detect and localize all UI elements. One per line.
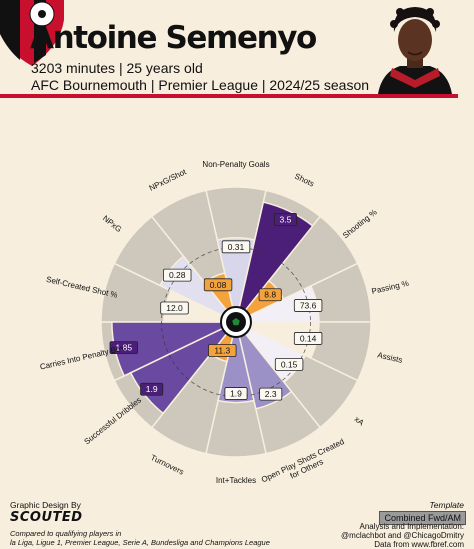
category-turnovers: Turnovers [149, 453, 185, 477]
value-label-assists: 0.14 [300, 333, 317, 343]
club-crest-icon [0, 0, 64, 66]
value-box-passing [293, 299, 323, 312]
header: Antoine Semenyo 3203 minutes | 25 years … [0, 0, 474, 100]
value-label-open-play-shots-created-for-others: 2.3 [265, 389, 277, 399]
radar-chart: 0.31 3.5 8.8 73.6 0.14 0.15 2.3 1.9 11.3 1.9 1.85 1… [39, 160, 410, 485]
category-label-successful-dribbles-0: Successful Dribbles [83, 395, 144, 446]
player-info-minutes-age: 3203 minutes | 25 years old [31, 60, 203, 76]
category-label-turnovers-0: Turnovers [149, 453, 185, 477]
credit-line-3: Data from www.fbref.com [374, 540, 464, 549]
category-assists: Assists [377, 350, 404, 364]
value-label-npxg-shot: 0.08 [210, 280, 227, 290]
value-label-npxg: 0.28 [169, 270, 186, 280]
value-box-non-penalty-goals [221, 240, 251, 254]
value-box-open-play-shots-created-for-others [259, 387, 283, 401]
category-npxg-shot: NPxG/Shot [148, 167, 189, 193]
player-headshot-icon [378, 7, 452, 94]
category-xa: xA [353, 414, 366, 427]
header-divider [0, 94, 458, 98]
football-patch [232, 318, 240, 326]
category-label-npxg-shot-0: NPxG/Shot [148, 167, 189, 193]
template-badge: Combined Fwd/AM [379, 511, 466, 525]
comparison-note: Compared to qualifying players in la Lig… [10, 529, 270, 547]
value-box-int-tackles [224, 387, 248, 400]
value-label-shots: 3.5 [280, 214, 292, 224]
category-label-assists-0: Assists [377, 350, 404, 364]
category-non-penalty-goals: Non-Penalty Goals [202, 160, 269, 169]
value-label-int-tackles: 1.9 [230, 389, 242, 399]
category-label-passing-0: Passing % [371, 279, 410, 296]
value-label-self-created-shot: 12.0 [166, 303, 183, 313]
value-box-turnovers [208, 344, 237, 357]
credit-line-2: @mclachbot and @ChicagoDmitry [341, 531, 464, 540]
value-box-shooting [258, 288, 282, 302]
credit-line-1: Analysis and Implementation: [359, 522, 465, 531]
category-npxg: NPxG [101, 214, 123, 234]
value-box-npxg-shot [203, 278, 233, 292]
category-label-shooting-0: Shooting % [341, 208, 379, 241]
value-label-non-penalty-goals: 0.31 [228, 242, 245, 252]
category-int-tackles: Int+Tackles [216, 476, 256, 485]
value-box-xa [274, 357, 304, 371]
category-shooting: Shooting % [341, 208, 379, 241]
value-label-carries-into-penalty-box: 1.85 [116, 343, 133, 353]
category-successful-dribbles: Successful Dribbles [83, 395, 144, 446]
value-label-turnovers: 11.3 [214, 345, 230, 355]
design-credit-label: Graphic Design By [10, 500, 81, 510]
category-label-non-penalty-goals-0: Non-Penalty Goals [202, 160, 269, 169]
category-label-int-tackles-0: Int+Tackles [216, 476, 256, 485]
value-label-successful-dribbles: 1.9 [146, 384, 158, 394]
value-label-xa: 0.15 [281, 359, 298, 369]
category-shots: Shots [293, 172, 315, 189]
scouted-logo: SCOUTED [10, 510, 83, 525]
comparison-line-1: Compared to qualifying players in [10, 529, 122, 538]
category-passing: Passing % [371, 279, 410, 296]
category-label-xa-0: xA [353, 414, 366, 427]
value-label-passing: 73.6 [300, 301, 317, 311]
value-box-successful-dribbles [140, 382, 164, 396]
player-name: Antoine Semenyo [30, 20, 317, 56]
template-label: Template [429, 500, 464, 510]
category-label-npxg-0: NPxG [101, 214, 123, 234]
value-box-assists [293, 332, 323, 345]
category-label-shots-0: Shots [293, 172, 315, 189]
analysis-credit: Analysis and Implementation: @mclachbot … [341, 522, 464, 549]
value-box-carries-into-penalty-box [109, 341, 138, 355]
value-box-npxg [163, 268, 192, 282]
value-box-self-created-shot [160, 301, 189, 315]
value-box-shots [273, 212, 297, 226]
value-label-shooting: 8.8 [264, 290, 276, 300]
player-info-club-league-season: AFC Bournemouth | Premier League | 2024/… [31, 77, 370, 93]
comparison-line-2: la Liga, Ligue 1, Premier League, Serie … [10, 537, 270, 547]
